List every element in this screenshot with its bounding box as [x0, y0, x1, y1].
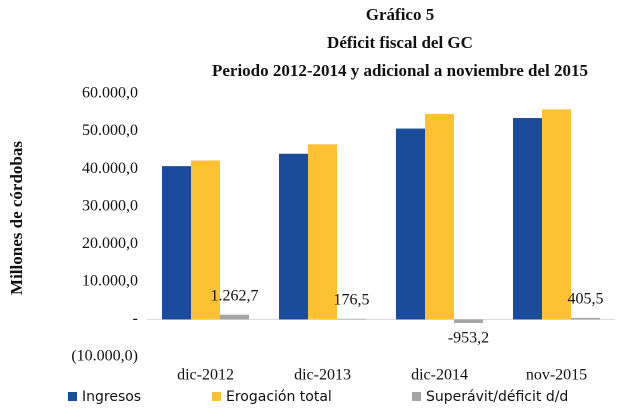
- bar: [337, 318, 366, 320]
- data-label: -953,2: [448, 330, 489, 347]
- y-tick-label: 40.000,0: [82, 160, 138, 177]
- legend-swatch: [212, 392, 221, 401]
- y-tick-label: -: [133, 310, 138, 327]
- bar: [396, 128, 425, 320]
- bar: [513, 118, 542, 320]
- bar: [162, 166, 191, 320]
- y-tick-label: 60.000,0: [82, 85, 138, 102]
- chart-title: Periodo 2012-2014 y adicional a noviembr…: [212, 61, 588, 80]
- bar: [542, 109, 571, 320]
- legend-label: Ingresos: [82, 389, 141, 405]
- data-label: 176,5: [334, 291, 370, 308]
- bar: [279, 153, 308, 320]
- x-tick-label: dic-2013: [294, 367, 351, 384]
- bar: [220, 314, 249, 320]
- bar: [191, 160, 220, 320]
- x-tick-label: nov-2015: [526, 367, 587, 384]
- y-axis-title: Millones de córdobas: [7, 141, 26, 295]
- legend-swatch: [412, 392, 421, 401]
- data-label: 1.262,7: [211, 287, 259, 304]
- chart-title: Gráfico 5: [366, 5, 434, 24]
- bar: [425, 113, 454, 320]
- bar: [454, 319, 483, 324]
- legend-label: Superávit/déficit d/d: [426, 389, 568, 405]
- x-tick-label: dic-2014: [411, 367, 468, 384]
- y-tick-label: 10.000,0: [82, 273, 138, 290]
- legend-label: Erogación total: [226, 389, 332, 405]
- bar: [308, 144, 337, 320]
- chart-title: Déficit fiscal del GC: [327, 33, 473, 52]
- bar: [571, 317, 600, 320]
- y-tick-label: 50.000,0: [82, 122, 138, 139]
- data-label: 405,5: [568, 291, 604, 308]
- legend-swatch: [68, 392, 77, 401]
- y-tick-label: 20.000,0: [82, 235, 138, 252]
- x-tick-label: dic-2012: [177, 367, 234, 384]
- y-tick-label: (10.000,0): [71, 348, 138, 365]
- y-tick-label: 30.000,0: [82, 197, 138, 214]
